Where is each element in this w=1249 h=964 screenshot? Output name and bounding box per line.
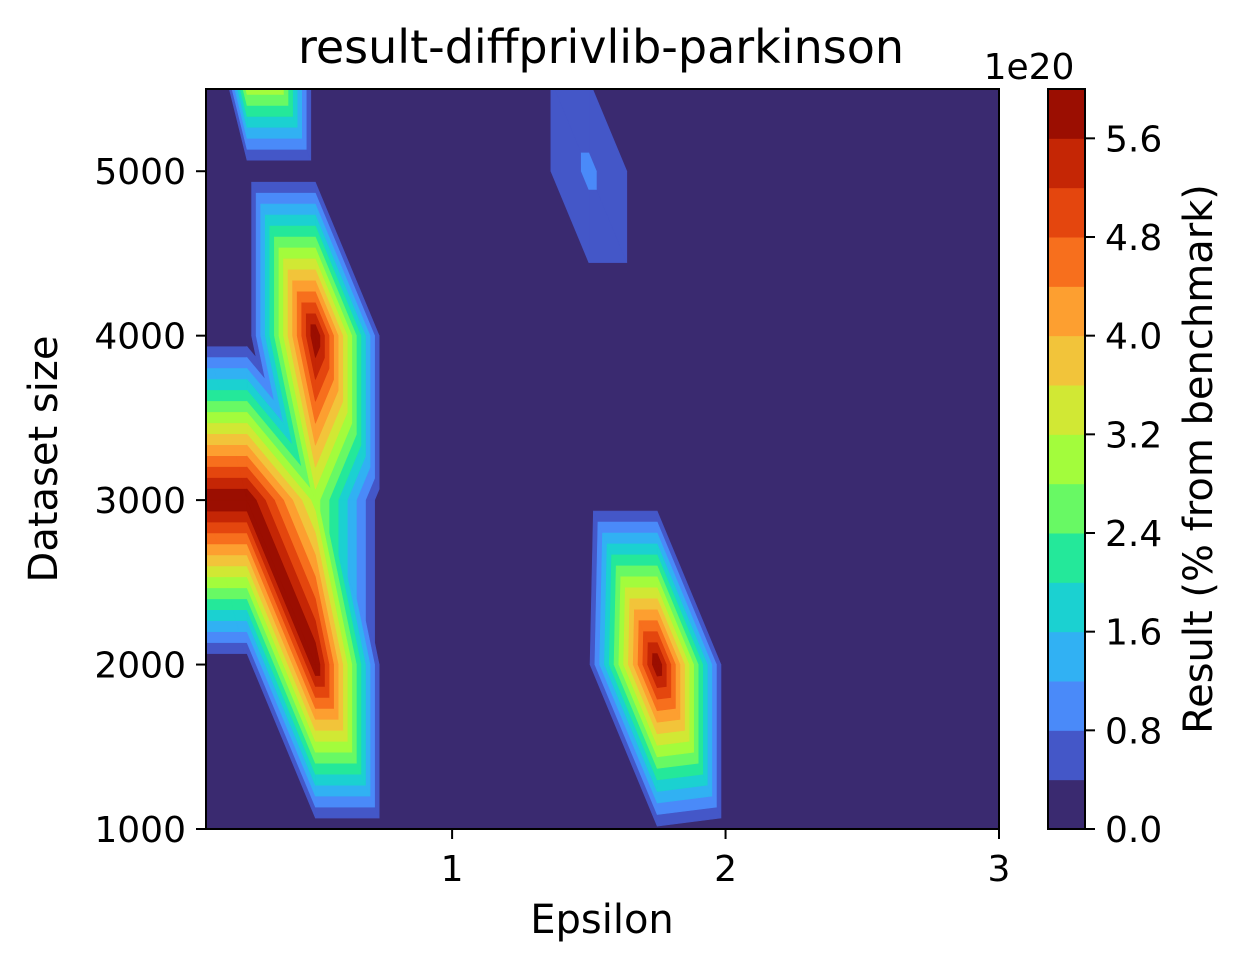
colorbar-band: [1048, 89, 1085, 139]
y-tick-label: 3000: [94, 481, 186, 522]
y-tick-label: 1000: [94, 810, 186, 851]
x-axis: 1 2 3: [441, 829, 1011, 890]
colorbar-axis: 0.0 0.8 1.6 2.4 3.2 4.0 4.8 5.6: [1085, 119, 1162, 851]
x-axis-label: Epsilon: [530, 897, 674, 943]
colorbar-band: [1048, 730, 1085, 781]
y-tick-label: 2000: [94, 646, 186, 687]
x-tick-label: 1: [441, 849, 464, 890]
plot-frame: [205, 88, 1000, 830]
chart-title: result-diffprivlib-parkinson: [298, 20, 904, 74]
y-axis: 1000 2000 3000 4000 5000: [94, 152, 206, 851]
colorbar-tick-label: 2.4: [1105, 514, 1162, 555]
colorbar-band: [1048, 681, 1085, 731]
contour-band-14: [206, 324, 663, 677]
contour-fills: [206, 89, 722, 827]
colorbar-band: [1048, 483, 1085, 534]
colorbar-band: [1048, 138, 1085, 189]
colorbar-tick-label: 0.0: [1105, 810, 1162, 851]
y-axis-label: Dataset size: [21, 336, 67, 583]
colorbar-band: [1048, 335, 1085, 386]
colorbar-frame: [1047, 88, 1086, 830]
plot-area: [206, 89, 999, 829]
colorbar-tick-label: 1.6: [1105, 613, 1162, 654]
colorbar-band: [1048, 434, 1085, 485]
colorbar-band: [1048, 779, 1085, 830]
colorbar-tick-label: 5.6: [1105, 119, 1162, 160]
colorbar-tick-label: 4.8: [1105, 218, 1162, 259]
colorbar-band: [1048, 286, 1085, 337]
colorbar-band: [1048, 582, 1085, 633]
colorbar-tick-label: 0.8: [1105, 711, 1162, 752]
colorbar-offset: 1e20: [984, 47, 1075, 88]
colorbar-band: [1048, 385, 1085, 435]
x-tick-label: 2: [714, 849, 737, 890]
colorbar-tick-label: 3.2: [1105, 415, 1162, 456]
colorbar-band: [1048, 187, 1085, 238]
colorbar: [1048, 89, 1085, 830]
y-tick-label: 4000: [94, 317, 186, 358]
colorbar-band: [1048, 631, 1085, 682]
colorbar-band: [1048, 237, 1085, 287]
x-tick-label: 3: [988, 849, 1011, 890]
y-tick-label: 5000: [94, 152, 186, 193]
colorbar-label: Result (% from benchmark): [1176, 184, 1222, 734]
colorbar-band: [1048, 533, 1085, 583]
colorbar-tick-label: 4.0: [1105, 317, 1162, 358]
